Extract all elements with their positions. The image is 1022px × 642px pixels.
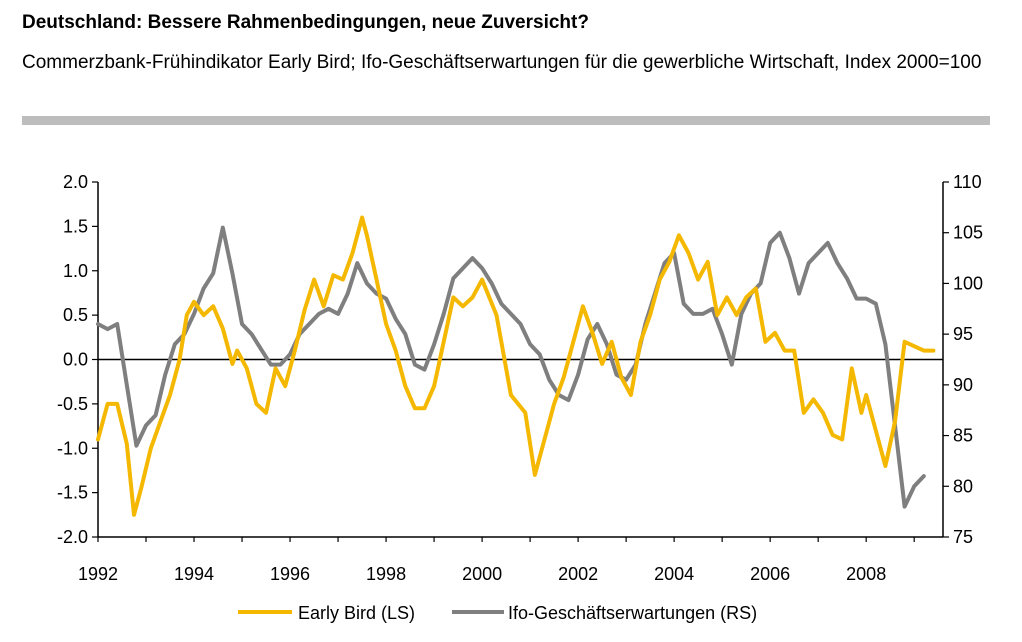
- x-tick-label: 2000: [462, 564, 502, 584]
- y-left-tick-label: -2.0: [57, 527, 88, 547]
- chart-axes: 2.0 1.5 1.0 0.5 0.0 -0.5 -1.0 -1.5 -2.0 110 105 100…: [57, 172, 983, 584]
- y-right-tick-label: 75: [953, 527, 973, 547]
- y-right-tick-label: 100: [953, 273, 983, 293]
- legend-label-early-bird: Early Bird (LS): [298, 603, 415, 623]
- y-left-tick-label: -0.5: [57, 394, 88, 414]
- x-tick-label: 2004: [654, 564, 694, 584]
- y-right-tick-label: 110: [953, 172, 982, 192]
- x-tick-label: 1992: [78, 564, 118, 584]
- x-tick-label: 2006: [750, 564, 790, 584]
- legend-label-ifo: Ifo-Geschäftserwartungen (RS): [508, 603, 757, 623]
- y-left-tick-label: 0.0: [63, 350, 88, 370]
- y-right-tick-label: 105: [953, 223, 983, 243]
- series-early-bird-line: [96, 215, 936, 517]
- chart-series: [96, 215, 936, 517]
- y-left-tick-label: 0.5: [63, 305, 88, 325]
- page-subtitle: Commerzbank-Frühindikator Early Bird; If…: [22, 52, 982, 73]
- x-tick-label: 2002: [558, 564, 598, 584]
- page-title: Deutschland: Bessere Rahmenbedingungen, …: [22, 12, 589, 33]
- y-right-tick-label: 90: [953, 375, 973, 395]
- x-tick-label: 1994: [174, 564, 214, 584]
- x-tick-label: 2008: [846, 564, 886, 584]
- chart-legend: Early Bird (LS) Ifo-Geschäftserwartungen …: [238, 603, 757, 623]
- y-left-tick-label: 2.0: [63, 172, 88, 192]
- series-ifo-line: [96, 225, 926, 509]
- y-right-tick-label: 80: [953, 476, 973, 496]
- y-right-tick-label: 95: [953, 324, 973, 344]
- x-tick-label: 1996: [270, 564, 310, 584]
- y-left-tick-label: -1.0: [57, 438, 88, 458]
- y-left-tick-label: -1.5: [57, 483, 88, 503]
- y-right-tick-label: 85: [953, 426, 973, 446]
- y-left-tick-label: 1.0: [63, 261, 88, 281]
- y-left-tick-label: 1.5: [63, 216, 88, 236]
- title-divider: [22, 116, 990, 125]
- x-tick-label: 1998: [366, 564, 406, 584]
